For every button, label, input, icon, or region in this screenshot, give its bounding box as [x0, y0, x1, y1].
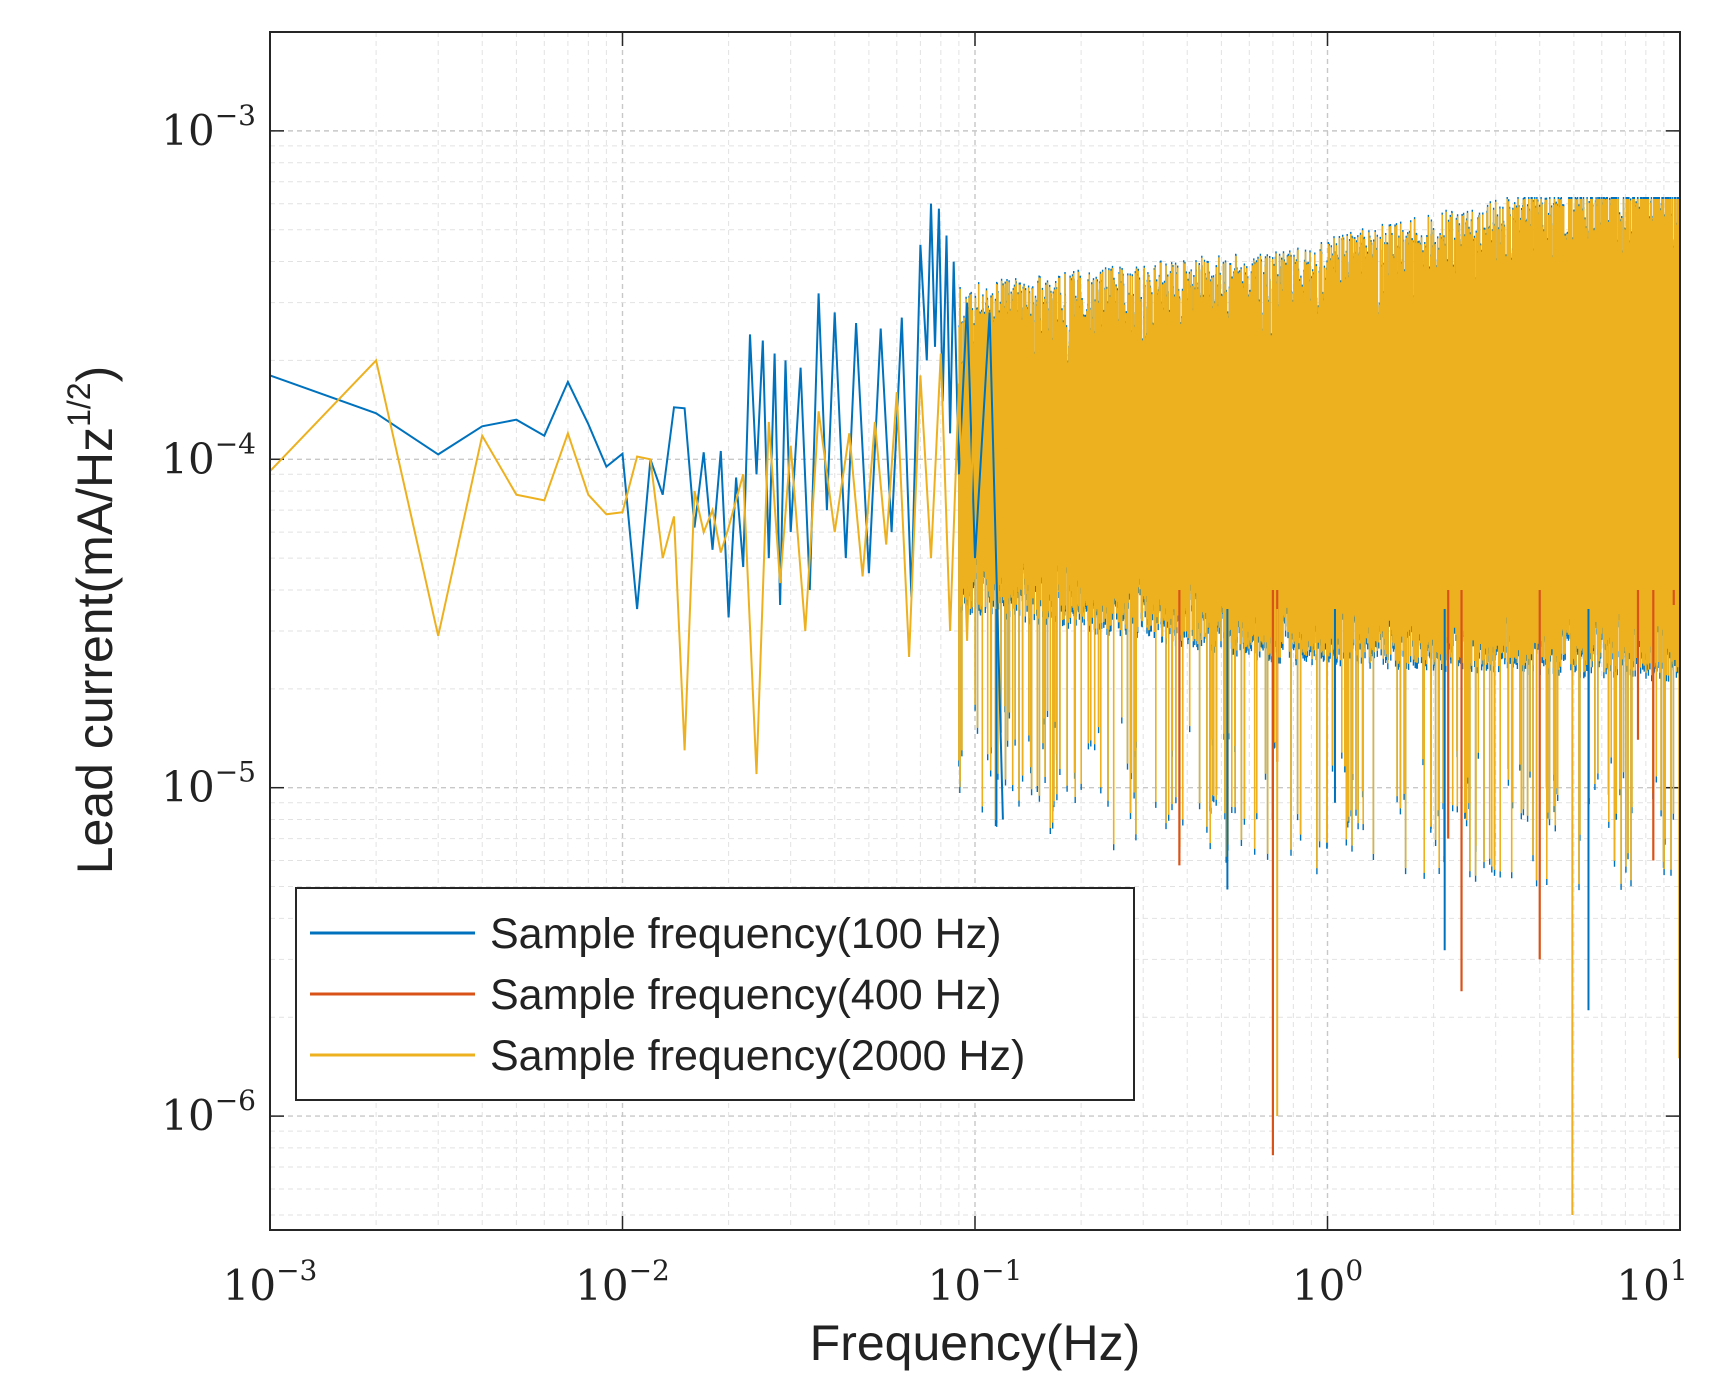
series-2000hz-line — [269, 353, 976, 775]
x-tick-base: 10 — [1292, 1261, 1345, 1310]
x-tick-exp: 1 — [1670, 1254, 1688, 1287]
series-lines — [269, 203, 1681, 1215]
y-axis-label: Lead current(mA/Hz1/2) — [61, 366, 123, 875]
y-tick-exp: −6 — [215, 1084, 256, 1117]
x-tick-exp: −3 — [276, 1254, 317, 1287]
series-100hz-line — [269, 203, 1004, 820]
x-tick-base: 10 — [223, 1261, 276, 1310]
x-tick-label: 101 — [1616, 1254, 1687, 1310]
series-2000hz-dense — [958, 199, 1681, 885]
x-tick-label: 10−3 — [223, 1254, 318, 1310]
y-tick-exp: −3 — [215, 99, 256, 132]
y-tick-base: 10 — [161, 106, 214, 155]
x-tick-exp: 0 — [1345, 1254, 1363, 1287]
x-tick-label: 100 — [1292, 1254, 1363, 1310]
legend-label-100hz: Sample frequency(100 Hz) — [490, 910, 1001, 958]
legend-label-2000hz: Sample frequency(2000 Hz) — [490, 1032, 1025, 1080]
y-tick-base: 10 — [161, 1091, 214, 1140]
x-tick-base: 10 — [575, 1261, 628, 1310]
legend-label-400hz: Sample frequency(400 Hz) — [490, 971, 1001, 1019]
x-tick-label: 10−1 — [928, 1254, 1023, 1310]
y-tick-exp: −4 — [215, 427, 256, 460]
x-tick-base: 10 — [928, 1261, 981, 1310]
y-tick-label: 10−3 — [161, 99, 256, 155]
x-axis-label: Frequency(Hz) — [810, 1315, 1141, 1371]
y-axis-label-close: ) — [67, 366, 123, 383]
dense-spectrum — [958, 197, 1681, 891]
y-tick-label: 10−4 — [161, 427, 256, 483]
y-tick-base: 10 — [161, 434, 214, 483]
y-tick-exp: −5 — [215, 756, 256, 789]
x-tick-label: 10−2 — [575, 1254, 670, 1310]
x-tick-exp: −2 — [629, 1254, 670, 1287]
y-tick-label: 10−5 — [161, 756, 256, 812]
y-tick-label: 10−6 — [161, 1084, 256, 1140]
x-tick-base: 10 — [1616, 1261, 1669, 1310]
axes-box — [269, 31, 1681, 1231]
y-tick-base: 10 — [161, 763, 214, 812]
y-axis-label-sup: 1/2 — [61, 382, 97, 426]
x-tick-exp: −1 — [981, 1254, 1022, 1287]
y-axis-label-main: Lead current(mA/Hz — [67, 427, 123, 874]
legend: Sample frequency(100 Hz) Sample frequenc… — [295, 887, 1135, 1101]
y-tick-labels: 10−610−510−410−3 — [161, 99, 256, 1140]
x-tick-labels: 10−3 10−2 10−1 100 101 — [223, 1254, 1688, 1310]
